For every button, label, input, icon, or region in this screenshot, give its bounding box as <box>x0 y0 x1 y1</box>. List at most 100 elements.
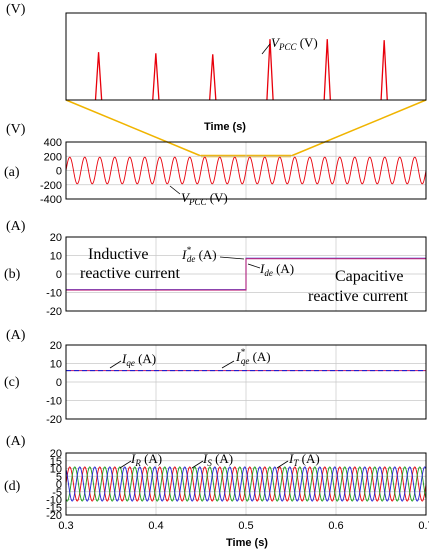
panel-b-y-unit: (A) <box>6 219 26 234</box>
panel-c-annotation-iqe: Iqe (A) <box>109 351 156 369</box>
zoom-link-right <box>290 99 427 157</box>
panel-d-annotation-is: IS (A) <box>191 451 233 469</box>
x-tick-label: 0.5 <box>238 520 253 532</box>
annotation-arrow <box>191 460 204 469</box>
y-tick-label: 10 <box>50 251 62 263</box>
y-tick-label: 0 <box>56 479 62 491</box>
panel-d-annotation-ir: IR (A) <box>119 451 162 469</box>
panel-d-y-unit: (A) <box>6 434 26 449</box>
panel-b-label: (b) <box>4 267 21 282</box>
vpcc-peak <box>323 39 331 100</box>
y-tick-label: -10 <box>46 288 62 300</box>
panel-a-annotation-vpcc: VPCC (V) <box>169 185 228 207</box>
annotation-text: I* de (A) <box>181 245 217 264</box>
panel-c-label: (c) <box>4 375 20 390</box>
panel-a-plot <box>66 156 426 185</box>
panel-a-label: (a) <box>4 165 20 180</box>
y-tick-label: -400 <box>40 194 62 206</box>
y-tick-label: 0 <box>56 269 62 281</box>
panel-b-frame <box>65 236 427 312</box>
x-tick-label: 0.7 <box>418 520 429 532</box>
annotation-text: IT (A) <box>288 451 320 468</box>
y-tick-label: -10 <box>46 396 62 408</box>
annotation-text: IR (A) <box>130 451 162 468</box>
zoom-x-label: Time (s) <box>204 121 246 133</box>
y-tick-label: -20 <box>46 414 62 426</box>
zoom-plot <box>94 39 388 100</box>
x-tick-label: 0.6 <box>328 520 343 532</box>
y-tick-label: 10 <box>50 464 62 476</box>
vpcc-peak <box>152 53 160 100</box>
panel-d-plot <box>66 466 426 502</box>
panel-d-label: (d) <box>4 479 21 494</box>
panel-b: -20 -10 0 10 20 (A) (b) Inductive reactive c… <box>4 219 427 318</box>
annotation-arrow <box>247 263 261 269</box>
vpcc-peak <box>380 40 388 100</box>
annotation-text: Iqe (A) <box>121 351 156 368</box>
y-tick-label: 10 <box>50 359 62 371</box>
panel-d-annotation-it: IT (A) <box>276 451 320 469</box>
annotation-arrow <box>219 256 245 260</box>
vpcc-peak <box>94 52 103 100</box>
y-tick-label: 400 <box>44 137 62 149</box>
y-tick-label: 200 <box>44 151 62 163</box>
zoom-link-left <box>65 99 202 157</box>
vpcc-peak <box>209 54 217 100</box>
annotation-text: VPCC (V) <box>271 35 318 52</box>
panel-a-y-unit: (V) <box>6 122 26 137</box>
y-tick-label: 5 <box>56 471 62 483</box>
y-tick-label: -5 <box>52 487 62 499</box>
annotation-arrow <box>169 185 181 195</box>
zoom-y-unit: (V) <box>6 2 26 17</box>
y-tick-label: 20 <box>50 448 62 460</box>
panel-d-frame <box>65 452 427 516</box>
zoom-annotation-vpcc: VPCC (V) <box>261 35 318 55</box>
capacitive-label-1: Capacitive <box>335 268 403 285</box>
inductive-label-2: reactive current <box>80 265 180 282</box>
panel-c-y-unit: (A) <box>6 328 26 343</box>
phase-current-2 <box>66 466 426 502</box>
b-series-1 <box>66 258 426 291</box>
vpcc-series <box>66 156 426 185</box>
inductive-label-1: Inductive <box>88 246 148 263</box>
x-tick-label: 0.3 <box>58 520 73 532</box>
capacitive-label-2: reactive current <box>308 288 408 305</box>
panel-d-x-label: Time (s) <box>226 537 268 549</box>
panel-b-annotation-ide-ref: I* de (A) <box>181 245 245 264</box>
annotation-arrow <box>261 43 271 55</box>
y-tick-label: -10 <box>46 495 62 507</box>
panel-c-annotation-iqe-ref: I* qe (A) <box>221 347 271 369</box>
panel-a-y-ticks: -400 -200 0 200 400 <box>40 137 62 206</box>
annotation-text: IS (A) <box>202 451 233 468</box>
vpcc-peak <box>266 39 274 100</box>
y-tick-label: 20 <box>50 232 62 244</box>
annotation-text: Ide (A) <box>259 261 294 278</box>
y-tick-label: 0 <box>56 377 62 389</box>
annotation-arrow <box>119 460 132 469</box>
panel-a-frame <box>65 141 427 200</box>
panel-b-annotation-ide: Ide (A) <box>247 261 294 278</box>
annotation-text: VPCC (V) <box>181 190 228 207</box>
zoom-frame <box>65 12 427 101</box>
annotation-arrow <box>221 360 235 369</box>
annotation-arrow <box>276 460 289 469</box>
y-tick-label: -15 <box>46 502 62 514</box>
x-tick-label: 0.4 <box>148 520 163 532</box>
annotation-text: I* qe (A) <box>235 347 271 366</box>
y-tick-label: -20 <box>46 510 62 522</box>
zoom-panel: (V) Time (s) VPCC (V) <box>6 2 427 133</box>
y-tick-label: -200 <box>40 180 62 192</box>
panel-b-y-ticks: -20 -10 0 10 20 <box>46 232 62 318</box>
y-tick-label: 15 <box>50 456 62 468</box>
panel-c: -20 -10 0 10 20 (A) (c) Iqe (A) I* qe (A) <box>4 328 427 426</box>
panel-d-x-ticks: 0.3 0.4 0.5 0.6 0.7 <box>58 520 429 532</box>
panel-c-y-ticks: -20 -10 0 10 20 <box>46 340 62 426</box>
y-tick-label: -20 <box>46 306 62 318</box>
annotation-arrow <box>109 360 122 369</box>
panel-c-grid <box>66 345 426 419</box>
phase-current-1 <box>66 466 426 502</box>
panel-b-plot <box>66 257 426 291</box>
